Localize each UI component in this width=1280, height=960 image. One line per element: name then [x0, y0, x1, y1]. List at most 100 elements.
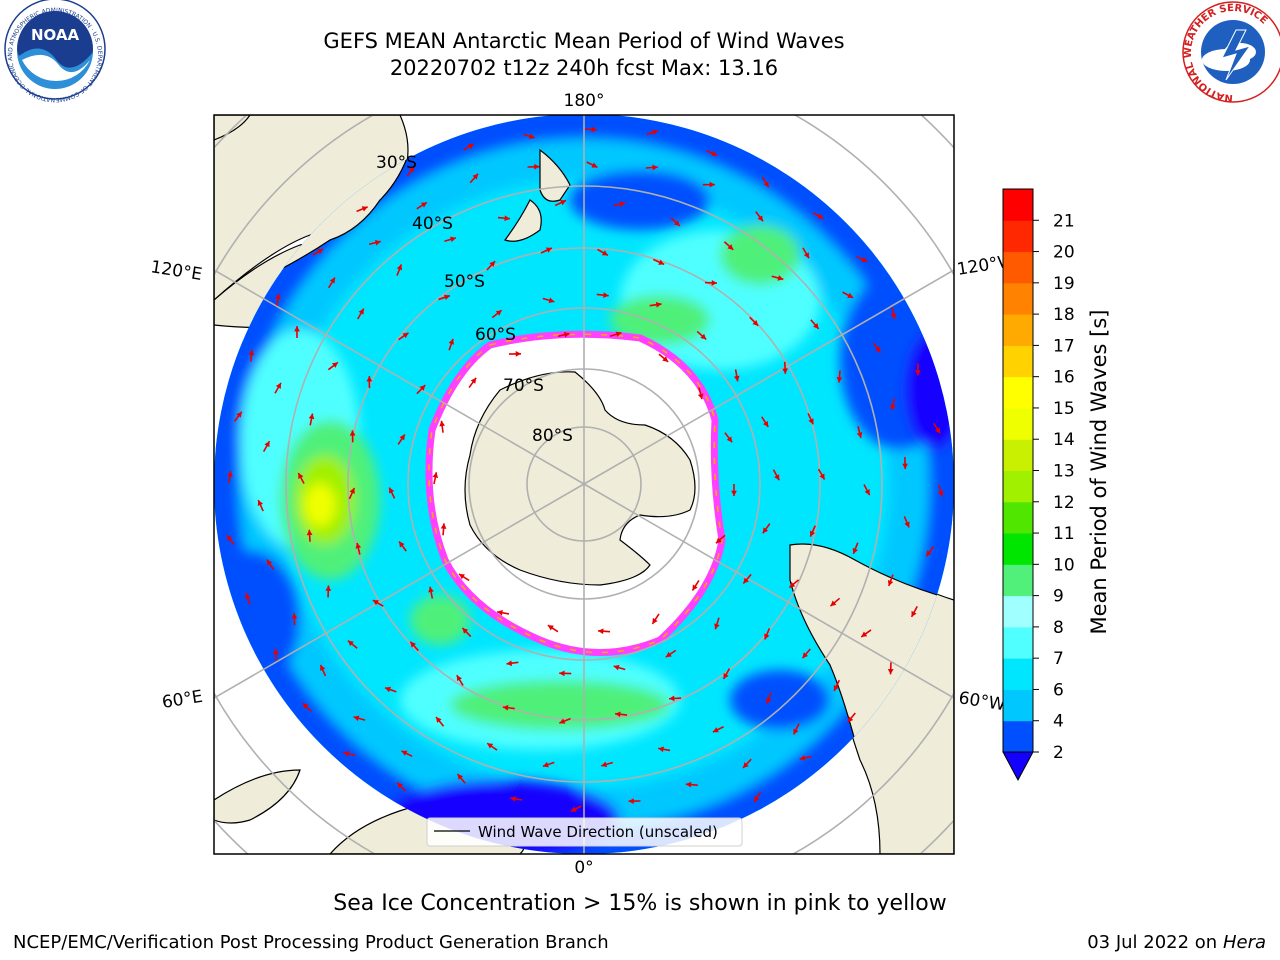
wave-arrow-head: [861, 631, 868, 637]
wave-arrow-head: [752, 320, 759, 326]
wave-arrow-head: [652, 617, 658, 624]
colorbar-tick-label: 14: [1053, 430, 1075, 450]
wave-arrow-head: [248, 349, 255, 356]
wave-arrow-head: [385, 686, 391, 693]
colorbar-swatch: [1003, 470, 1033, 503]
wave-arrow-head: [402, 332, 409, 339]
colorbar-tick-label: 7: [1053, 649, 1064, 669]
wave-arrow-head: [275, 293, 281, 300]
wave-arrow-head: [875, 346, 881, 353]
wave-arrow-head: [570, 806, 577, 812]
wave-arrow-head: [534, 163, 540, 170]
wave-arrow-head: [763, 181, 769, 188]
wave-arrow-head: [306, 529, 313, 536]
wave-arrow-head: [934, 427, 941, 434]
wave-arrow-head: [515, 351, 521, 357]
wave-arrow-head: [819, 473, 825, 480]
wave-arrow-head: [619, 201, 626, 207]
colorbar-tick-label: 18: [1053, 305, 1075, 325]
wave-arrow-head: [658, 259, 665, 265]
wave-arrow-head: [830, 600, 837, 607]
wave-arrow-head: [506, 660, 513, 667]
wave-arrow-head: [343, 750, 350, 757]
lat-label-70s: 70°S: [503, 376, 544, 396]
wave-arrow-head: [764, 633, 770, 640]
wave-arrow-head: [743, 762, 749, 768]
wave-arrow-head: [489, 261, 496, 267]
colorbar-tick-label: 19: [1053, 274, 1075, 294]
wave-arrow-head: [399, 541, 405, 548]
wave-arrow-head: [358, 308, 364, 315]
wave-arrow-head: [559, 718, 566, 724]
colorbar-label: Mean Period of Wind Waves [s]: [1087, 310, 1111, 635]
wave-arrow-head: [444, 294, 450, 301]
wave-arrow-head: [926, 550, 932, 557]
colorbar-tick-label: 2: [1053, 743, 1064, 763]
colorbar-swatch: [1003, 407, 1033, 440]
wave-arrow-head: [601, 761, 608, 768]
wave-arrow-head: [591, 126, 597, 133]
wave-arrow-head: [401, 750, 408, 756]
wave-arrow-head: [709, 181, 715, 188]
wave-arrow-head: [864, 489, 870, 496]
wave-arrow-head: [439, 420, 446, 427]
colorbar-tick-label: 8: [1053, 618, 1064, 638]
wave-arrow-head: [355, 542, 362, 549]
wave-arrow-head: [372, 600, 379, 606]
wave-arrow-head: [887, 580, 894, 586]
lat-label-40s: 40°S: [412, 214, 453, 234]
wave-arrow-head: [890, 404, 896, 411]
wave-arrow-head: [374, 239, 381, 246]
colorbar-swatch: [1003, 282, 1033, 315]
colorbar-tick-label: 21: [1053, 211, 1075, 231]
wave-arrow-head: [547, 625, 554, 631]
colorbar-swatch: [1003, 314, 1033, 346]
wave-arrow-head: [542, 761, 549, 768]
map-title: GEFS MEAN Antarctic Mean Period of Wind …: [323, 29, 845, 53]
wave-arrow-head: [495, 310, 502, 316]
colorbar-swatch: [1003, 345, 1033, 378]
wave-arrow-head: [467, 143, 474, 150]
wave-arrow-head: [347, 640, 354, 647]
wave-arrow-head: [766, 697, 772, 704]
wave-arrow-head: [458, 574, 465, 580]
wave-arrow-head: [457, 774, 464, 780]
wave-arrow-head: [789, 581, 796, 588]
wave-arrow-head: [420, 202, 427, 208]
wave-arrow-head: [275, 382, 281, 389]
wave-arrow-head: [397, 782, 403, 789]
latitude-labels: 30°S 40°S 50°S 60°S 70°S 80°S: [376, 153, 573, 446]
colorbar-swatch: [1003, 595, 1033, 628]
wave-arrow-head: [366, 376, 373, 382]
wave-arrow-head: [436, 716, 442, 723]
colorbar-tick-label: 13: [1053, 462, 1075, 482]
wave-arrow-head: [723, 672, 729, 679]
colorbar-swatch: [1003, 376, 1033, 409]
wave-arrow-head: [711, 279, 717, 286]
wave-arrow-head: [904, 521, 910, 528]
wave-arrow-head: [302, 703, 309, 709]
footer-date-text: 03 Jul 2022 on: [1087, 932, 1223, 953]
footer-host: Hera: [1222, 932, 1266, 953]
wave-arrow-head: [428, 586, 434, 593]
map-frame: [213, 114, 955, 855]
wave-arrow-head: [298, 472, 304, 479]
wave-arrow-head: [652, 164, 658, 171]
wave-arrow-head: [852, 547, 858, 554]
wave-arrow-head: [462, 627, 469, 634]
wave-arrow-head: [227, 471, 233, 477]
wave-arrow-head: [353, 715, 360, 722]
lon-label-180: 180°: [564, 91, 605, 111]
colorbar-swatch: [1003, 251, 1033, 284]
wave-arrow-head: [245, 593, 251, 600]
wave-arrow-head: [847, 292, 854, 298]
colorbar-tick-label: 9: [1053, 587, 1064, 607]
wave-arrow-head: [545, 247, 552, 253]
wave-arrow-head: [803, 252, 809, 259]
footer-date: 03 Jul 2022 on Hera: [1087, 932, 1266, 953]
nws-logo: NATIONAL WEATHER SERVICE: [1182, 1, 1280, 103]
footer-branch: NCEP/EMC/Verification Post Processing Pr…: [13, 932, 609, 953]
wave-arrow-head: [658, 746, 664, 753]
wave-arrow-head: [655, 301, 662, 308]
colorbar-swatch: [1003, 626, 1033, 659]
